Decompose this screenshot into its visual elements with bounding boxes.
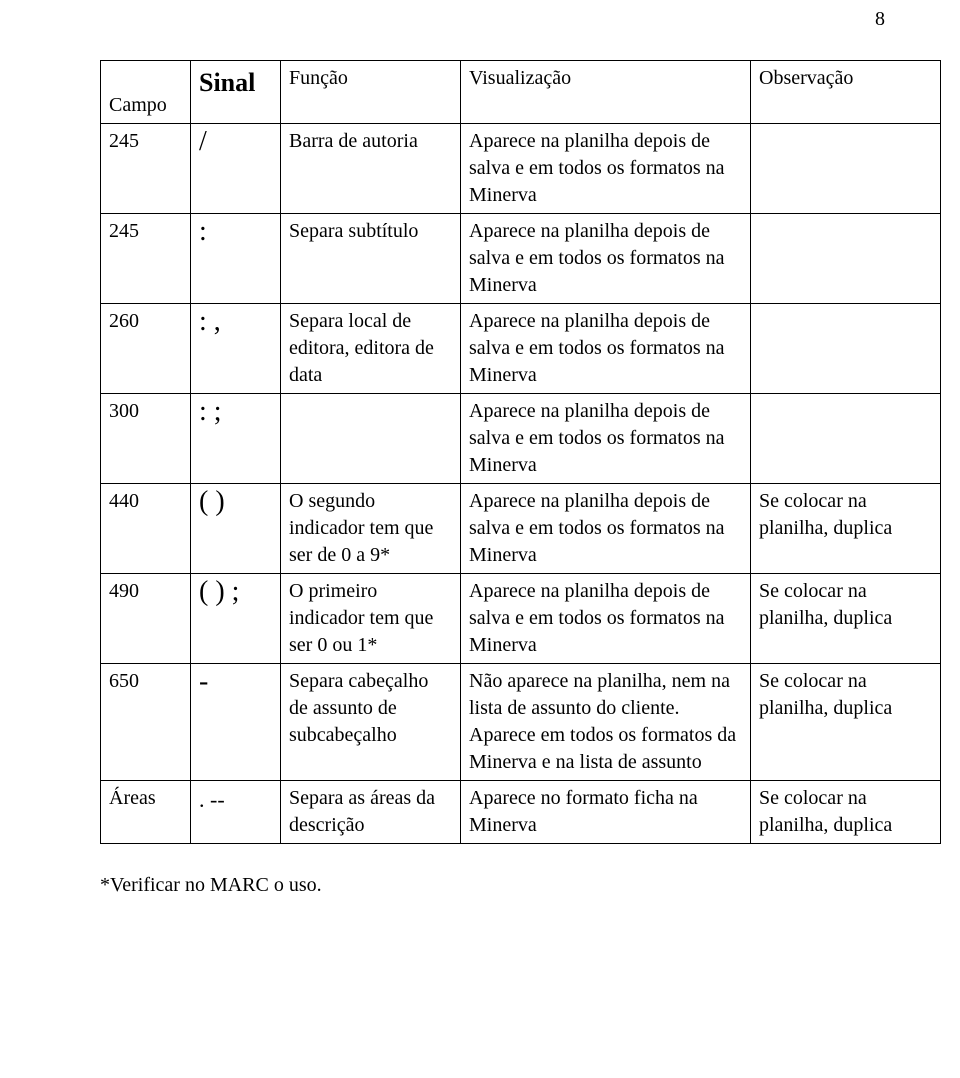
cell-funcao: Separa as áreas da descrição bbox=[281, 781, 461, 844]
sinal-text: - bbox=[199, 666, 208, 697]
sinal-text: / bbox=[199, 126, 207, 157]
cell-obs: Se colocar na planilha, duplica bbox=[751, 781, 941, 844]
table-row: 490 ( ) ; O primeiro indicador tem que s… bbox=[101, 574, 941, 664]
cell-campo: 490 bbox=[101, 574, 191, 664]
cell-sinal: ( ) bbox=[191, 484, 281, 574]
cell-obs: Se colocar na planilha, duplica bbox=[751, 574, 941, 664]
sinal-text: ( ) bbox=[199, 486, 225, 517]
cell-sinal: - bbox=[191, 664, 281, 781]
cell-sinal: . -- bbox=[191, 781, 281, 844]
cell-sinal: ( ) ; bbox=[191, 574, 281, 664]
table-row: 260 : , Separa local de editora, editora… bbox=[101, 304, 941, 394]
table-header-row: Campo Sinal Função Visualização Observaç… bbox=[101, 61, 941, 124]
cell-obs: Se colocar na planilha, duplica bbox=[751, 484, 941, 574]
table-row: 300 : ; Aparece na planilha depois de sa… bbox=[101, 394, 941, 484]
header-sinal-label: Sinal bbox=[199, 68, 255, 97]
cell-campo: 440 bbox=[101, 484, 191, 574]
sinal-text: : bbox=[199, 216, 207, 247]
cell-funcao bbox=[281, 394, 461, 484]
cell-viz: Aparece na planilha depois de salva e em… bbox=[461, 574, 751, 664]
page-number: 8 bbox=[875, 8, 885, 31]
cell-viz: Aparece no formato ficha na Minerva bbox=[461, 781, 751, 844]
cell-funcao: Barra de autoria bbox=[281, 124, 461, 214]
page-container: 8 Campo Sinal Função Visualização Observ… bbox=[0, 0, 960, 937]
sinal-text: : ; bbox=[199, 396, 222, 427]
main-table: Campo Sinal Função Visualização Observaç… bbox=[100, 60, 941, 844]
cell-campo: 245 bbox=[101, 124, 191, 214]
header-funcao: Função bbox=[281, 61, 461, 124]
cell-funcao: O segundo indicador tem que ser de 0 a 9… bbox=[281, 484, 461, 574]
table-row: 440 ( ) O segundo indicador tem que ser … bbox=[101, 484, 941, 574]
table-row: Áreas . -- Separa as áreas da descrição … bbox=[101, 781, 941, 844]
cell-sinal: : ; bbox=[191, 394, 281, 484]
sinal-text: . -- bbox=[199, 787, 225, 812]
cell-viz: Aparece na planilha depois de salva e em… bbox=[461, 214, 751, 304]
cell-viz: Aparece na planilha depois de salva e em… bbox=[461, 484, 751, 574]
cell-campo: Áreas bbox=[101, 781, 191, 844]
cell-funcao: O primeiro indicador tem que ser 0 ou 1* bbox=[281, 574, 461, 664]
cell-sinal: : , bbox=[191, 304, 281, 394]
header-obs: Observação bbox=[751, 61, 941, 124]
sinal-text: : , bbox=[199, 306, 221, 337]
cell-funcao: Separa subtítulo bbox=[281, 214, 461, 304]
cell-viz: Aparece na planilha depois de salva e em… bbox=[461, 394, 751, 484]
cell-campo: 650 bbox=[101, 664, 191, 781]
cell-sinal: : bbox=[191, 214, 281, 304]
sinal-text: ( ) ; bbox=[199, 576, 239, 607]
cell-obs bbox=[751, 394, 941, 484]
footnote: *Verificar no MARC o uso. bbox=[100, 874, 890, 897]
cell-funcao: Separa cabeçalho de assunto de subcabeça… bbox=[281, 664, 461, 781]
cell-obs bbox=[751, 214, 941, 304]
table-row: 650 - Separa cabeçalho de assunto de sub… bbox=[101, 664, 941, 781]
header-campo-label: Campo bbox=[109, 94, 167, 116]
cell-sinal: / bbox=[191, 124, 281, 214]
table-row: 245 : Separa subtítulo Aparece na planil… bbox=[101, 214, 941, 304]
cell-campo: 300 bbox=[101, 394, 191, 484]
table-row: 245 / Barra de autoria Aparece na planil… bbox=[101, 124, 941, 214]
header-sinal: Sinal bbox=[191, 61, 281, 124]
cell-viz: Não aparece na planilha, nem na lista de… bbox=[461, 664, 751, 781]
cell-viz: Aparece na planilha depois de salva e em… bbox=[461, 304, 751, 394]
cell-funcao: Separa local de editora, editora de data bbox=[281, 304, 461, 394]
cell-obs bbox=[751, 124, 941, 214]
cell-campo: 260 bbox=[101, 304, 191, 394]
cell-obs bbox=[751, 304, 941, 394]
header-campo: Campo bbox=[101, 61, 191, 124]
cell-viz: Aparece na planilha depois de salva e em… bbox=[461, 124, 751, 214]
cell-campo: 245 bbox=[101, 214, 191, 304]
header-viz: Visualização bbox=[461, 61, 751, 124]
cell-obs: Se colocar na planilha, duplica bbox=[751, 664, 941, 781]
